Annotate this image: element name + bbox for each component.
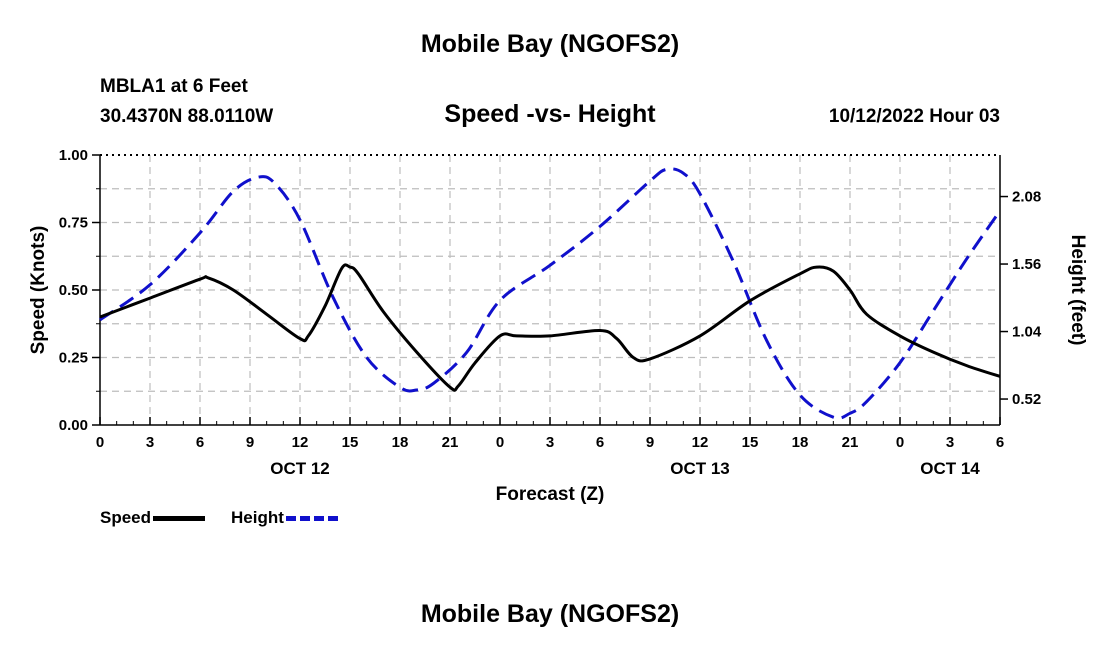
x-tick-label: 21	[842, 434, 859, 451]
legend-height-label: Height	[231, 508, 284, 527]
x-tick-label: 3	[546, 434, 554, 451]
y-tick-label: 1.00	[59, 147, 88, 164]
x-axis-title: Forecast (Z)	[496, 484, 605, 505]
x-tick-label: 3	[146, 434, 154, 451]
x-tick-label: 0	[496, 434, 504, 451]
x-tick-label: 15	[342, 434, 359, 451]
x-tick-label: 3	[946, 434, 954, 451]
date-label: OCT 12	[270, 459, 330, 478]
x-tick-label: 12	[292, 434, 309, 451]
x-tick-label: 18	[792, 434, 809, 451]
forecast-datetime: 10/12/2022 Hour 03	[828, 106, 1000, 127]
y2-tick-label: 1.04	[1012, 324, 1042, 341]
legend-speed-swatch	[153, 515, 206, 521]
footer-title: Mobile Bay (NGOFS2)	[420, 600, 680, 628]
x-tick-label: 6	[196, 434, 204, 451]
chart-title: Mobile Bay (NGOFS2)	[420, 30, 680, 58]
x-tick-label: 9	[246, 434, 254, 451]
station-name: MBLA1 at 6 Feet	[100, 76, 248, 97]
x-tick-label: 6	[996, 434, 1004, 451]
y2-tick-label: 2.08	[1012, 189, 1041, 206]
station-coordinates: 30.4370N 88.0110W	[100, 106, 274, 127]
x-tick-label: 0	[896, 434, 904, 451]
x-tick-label: 9	[646, 434, 654, 451]
date-label: OCT 14	[920, 459, 980, 478]
y2-axis-title: Height (feet)	[1067, 235, 1088, 346]
x-tick-label: 21	[442, 434, 459, 451]
date-label: OCT 13	[670, 459, 730, 478]
legend-speed: Speed	[100, 508, 206, 528]
x-tick-label: 18	[392, 434, 409, 451]
chart-subtitle: Speed -vs- Height	[444, 100, 656, 128]
legend-height-swatch	[285, 515, 338, 521]
x-tick-label: 0	[96, 434, 104, 451]
height-series-line	[99, 167, 1002, 420]
y2-tick-label: 0.52	[1012, 391, 1041, 408]
y-axis-title: Speed (Knots)	[28, 226, 49, 355]
x-tick-label: 6	[596, 434, 604, 451]
x-tick-label: 12	[692, 434, 709, 451]
y2-tick-label: 1.56	[1012, 256, 1041, 273]
y-tick-label: 0.75	[59, 215, 88, 232]
speed-series-line	[99, 263, 1001, 392]
y-tick-label: 0.00	[59, 417, 88, 434]
legend-speed-label: Speed	[100, 508, 152, 527]
y-tick-label: 0.50	[59, 282, 88, 299]
x-tick-label: 15	[742, 434, 759, 451]
y-tick-label: 0.25	[59, 350, 88, 367]
legend-height: Height	[231, 508, 338, 528]
